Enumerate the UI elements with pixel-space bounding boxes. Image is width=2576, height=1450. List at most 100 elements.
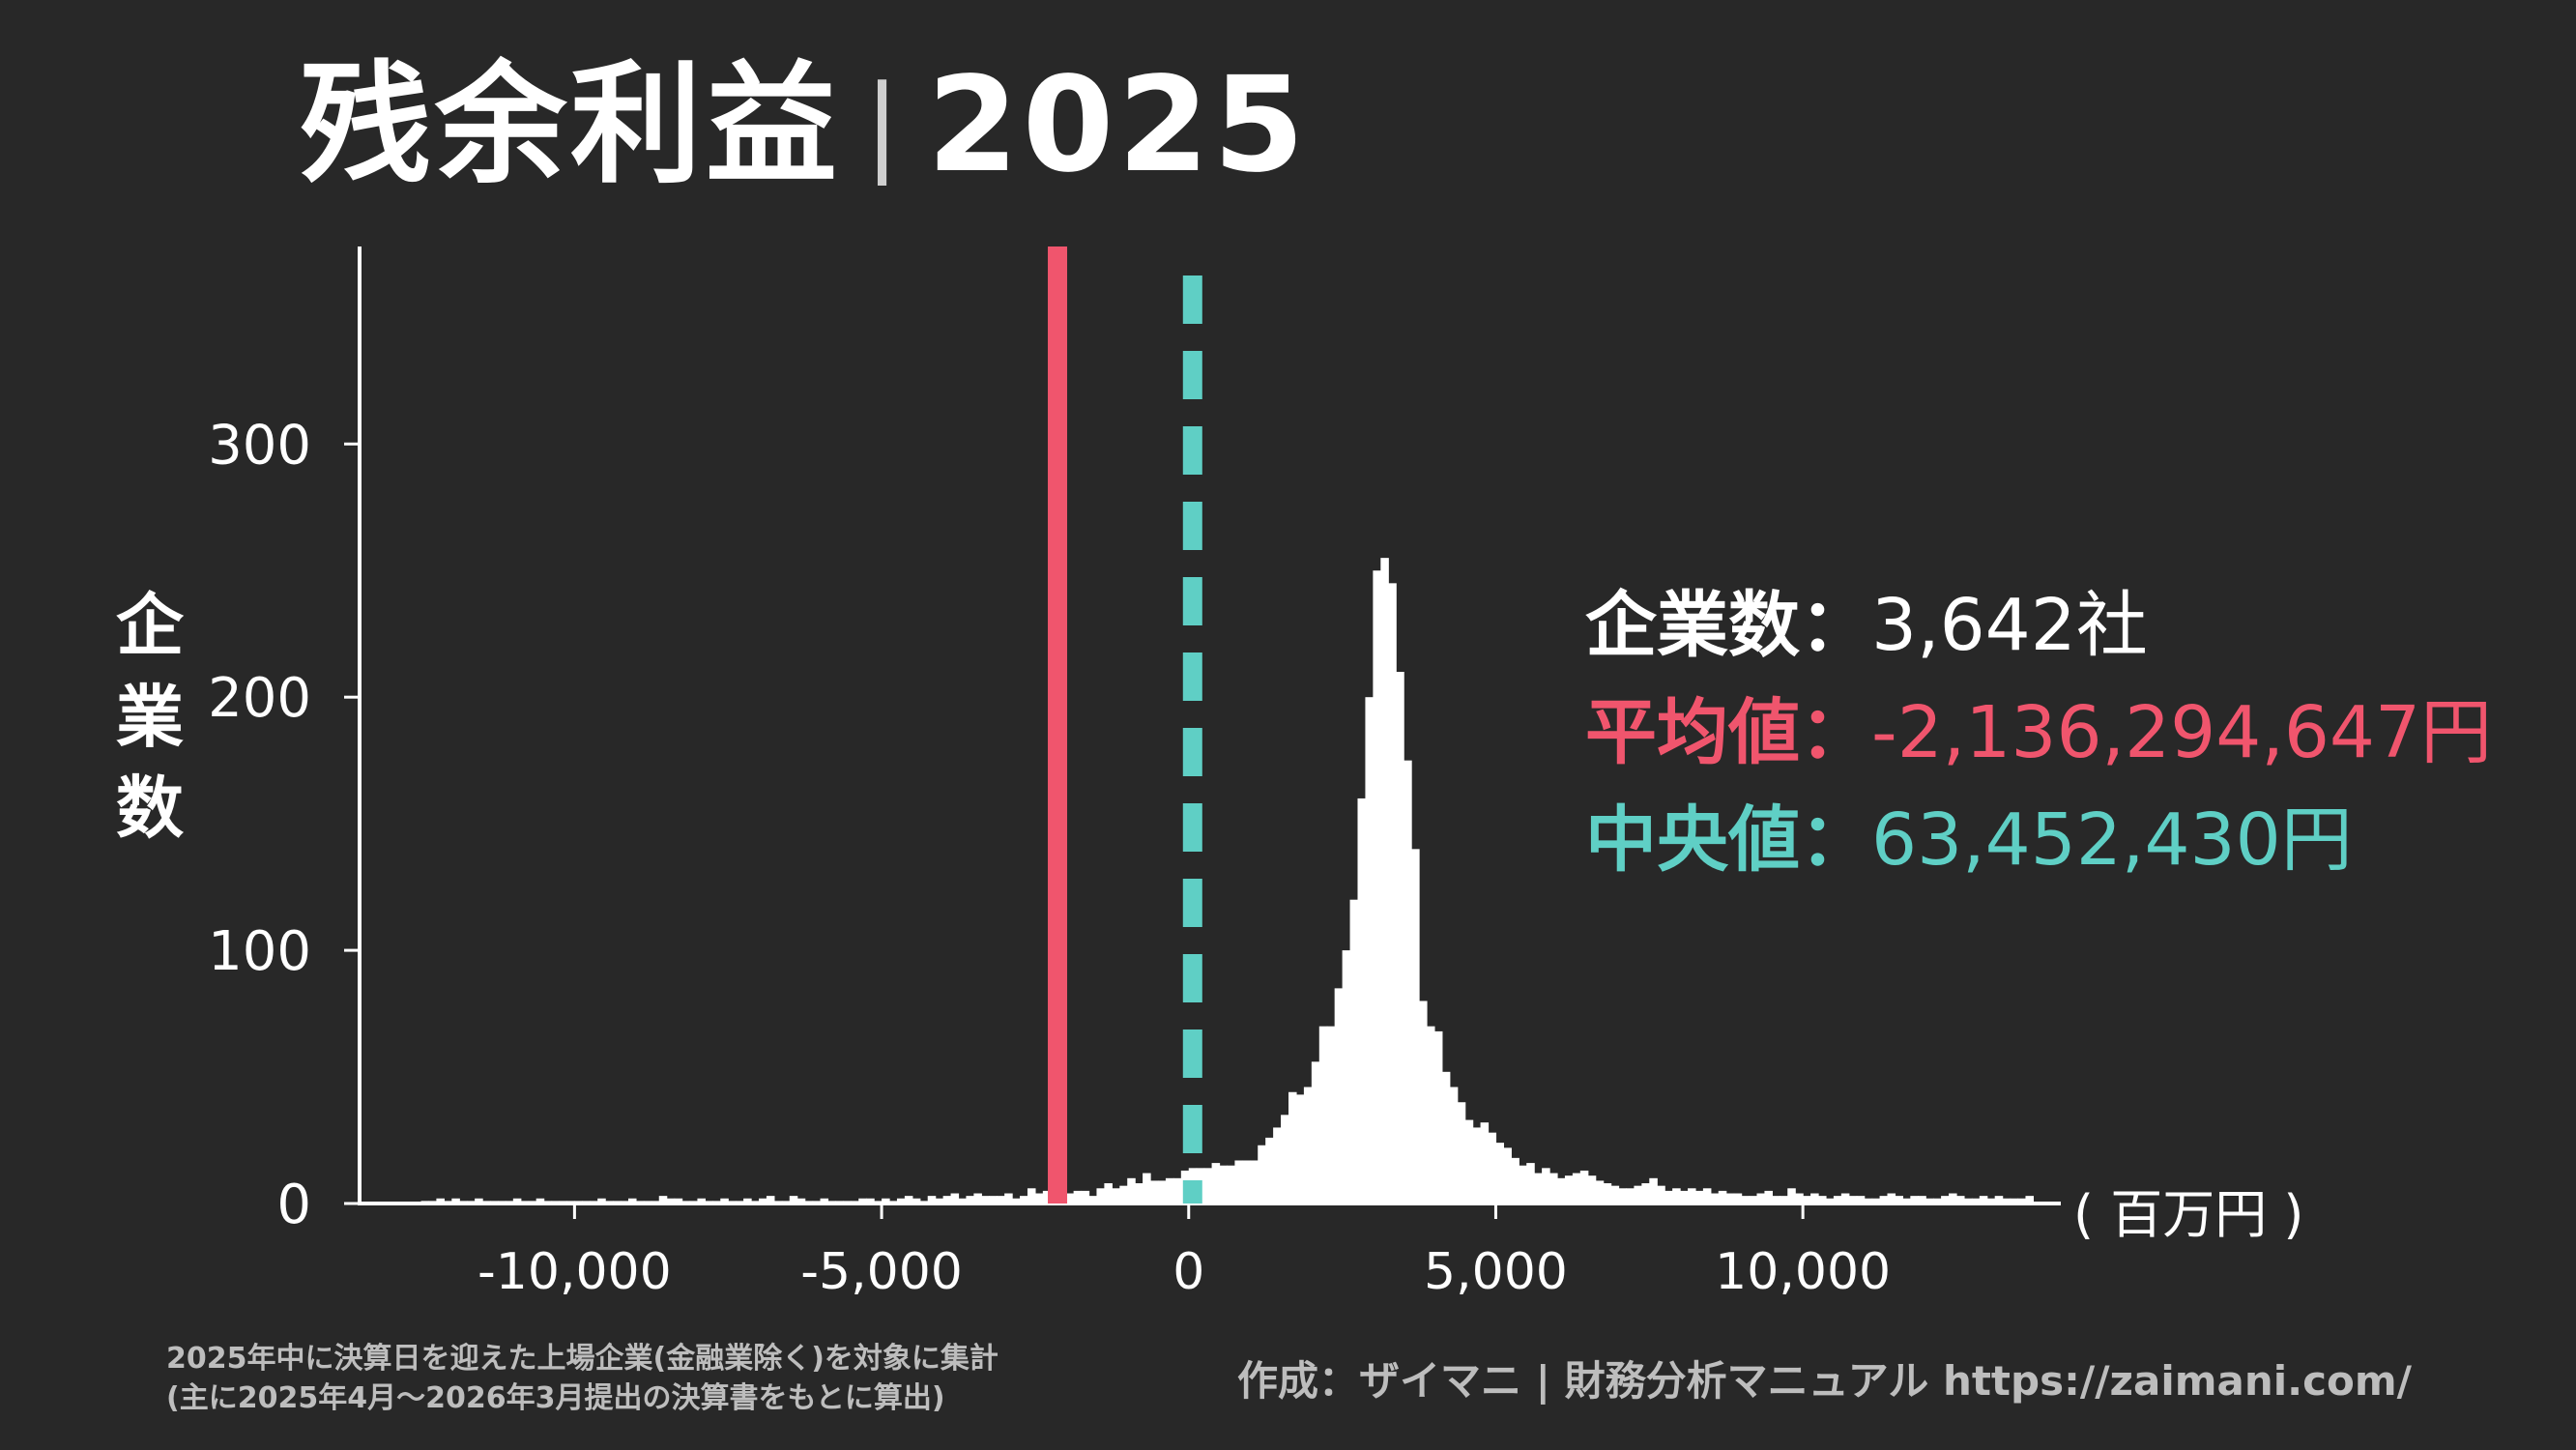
histogram-bar [1618, 1188, 1628, 1204]
histogram-bar [1480, 1122, 1490, 1204]
histogram-bar [1441, 1071, 1451, 1204]
histogram-bar [1718, 1190, 1727, 1204]
x-tick-label: 5,000 [1424, 1243, 1568, 1301]
histogram-bar [1994, 1196, 2004, 1204]
title-separator: | [864, 62, 905, 186]
histogram-bar [1526, 1163, 1535, 1204]
histogram-bar [1318, 1026, 1328, 1204]
histogram-bar [904, 1196, 913, 1204]
histogram-bar [1572, 1173, 1581, 1204]
y-tick-label: 0 [276, 1174, 311, 1236]
histogram-bar [1780, 1196, 1788, 1204]
histogram-bar [512, 1198, 522, 1204]
histogram-bar [1825, 1198, 1835, 1204]
histogram-bar [1549, 1173, 1558, 1204]
histogram-bar [1664, 1190, 1673, 1204]
histogram-bar [1949, 1193, 1957, 1204]
histogram-bar [1933, 1198, 1942, 1204]
stat-count-value: 3,642社 [1871, 584, 2148, 667]
histogram-bar [666, 1198, 676, 1204]
stat-median-label: 中央値： [1585, 798, 1871, 882]
x-tick-label: 10,000 [1715, 1243, 1891, 1301]
histogram-bar [720, 1198, 729, 1204]
histogram-bar [1772, 1196, 1780, 1204]
histogram-bar [1020, 1196, 1028, 1204]
histogram-bar [1349, 899, 1359, 1204]
histogram-bar [1404, 760, 1412, 1204]
histogram-bar [2025, 1196, 2035, 1204]
histogram-bar [1227, 1165, 1236, 1204]
histogram-bar [1143, 1173, 1151, 1204]
histogram-bar [1303, 1087, 1313, 1204]
histogram-bar [1542, 1168, 1550, 1204]
histogram-bar [1342, 950, 1351, 1204]
histogram-bar [1864, 1198, 1873, 1204]
histogram-bar [1127, 1177, 1136, 1204]
x-tick-label: -5,000 [800, 1243, 963, 1301]
histogram-bar [1488, 1132, 1497, 1204]
histogram-bar [1419, 1000, 1428, 1204]
histogram-bar [1941, 1196, 1950, 1204]
histogram-bar [1511, 1157, 1520, 1204]
histogram-bar [1495, 1143, 1504, 1204]
chart-title: 残余利益 | 2025 [300, 60, 1309, 191]
histogram-bar [1157, 1180, 1167, 1204]
histogram-bar [1464, 1119, 1474, 1204]
histogram-bar [1702, 1188, 1712, 1204]
stat-count-label: 企業数： [1585, 584, 1871, 667]
histogram-bar [1840, 1193, 1850, 1204]
histogram-bar [1326, 1026, 1336, 1204]
histogram-bar [1626, 1188, 1635, 1204]
histogram-bar [1388, 583, 1397, 1204]
stat-median: 中央値：63,452,430円 [1585, 787, 2492, 894]
histogram-bar [1034, 1193, 1044, 1204]
histogram-bar [1380, 558, 1389, 1204]
y-tick-label: 200 [208, 667, 311, 730]
histogram-bar [1963, 1198, 1973, 1204]
stat-count: 企業数：3,642社 [1585, 572, 2492, 680]
histogram-bar [1135, 1183, 1143, 1204]
histogram-bar [1688, 1188, 1696, 1204]
histogram-bar [743, 1198, 752, 1204]
histogram-bar [674, 1198, 683, 1204]
histogram-bar [789, 1196, 798, 1204]
histogram-bar [1012, 1198, 1021, 1204]
histogram-bar [1756, 1193, 1766, 1204]
histogram-bar [1918, 1196, 1926, 1204]
histogram-bar [1979, 1196, 1988, 1204]
histogram-bar [1887, 1193, 1896, 1204]
histogram-bar [436, 1198, 445, 1204]
histogram-bar [997, 1196, 1005, 1204]
stat-mean-label: 平均値： [1585, 691, 1871, 774]
histogram-bar [1203, 1168, 1213, 1204]
histogram-bar [912, 1198, 921, 1204]
histogram-bar [1787, 1188, 1796, 1204]
histogram-bar [1519, 1165, 1527, 1204]
histogram-bar [1112, 1188, 1120, 1204]
histogram-bar [1871, 1198, 1881, 1204]
histogram-bar [1856, 1196, 1866, 1204]
histogram-bar [1449, 1087, 1459, 1204]
histogram-bar [1150, 1180, 1159, 1204]
histogram-bar [1610, 1185, 1620, 1204]
histogram-bar [1764, 1190, 1773, 1204]
histogram-bar [1587, 1175, 1597, 1204]
histogram-bar [1334, 988, 1344, 1204]
title-year: 2025 [927, 49, 1309, 202]
histogram-bar [1641, 1183, 1650, 1204]
stat-median-value: 63,452,430円 [1871, 798, 2353, 882]
stat-mean: 平均値：-2,136,294,647円 [1585, 680, 2492, 787]
x-axis-unit-label: ( 百万円 ) [2073, 1184, 2304, 1245]
histogram-bar [1672, 1188, 1681, 1204]
histogram-bar [1795, 1193, 1804, 1204]
histogram-bar [1457, 1102, 1466, 1204]
histogram-bar [1579, 1170, 1589, 1204]
histogram-bar [1657, 1185, 1665, 1204]
x-tick-label: -10,000 [478, 1243, 672, 1301]
histogram-bar [697, 1198, 707, 1204]
histogram-bar [1902, 1198, 1911, 1204]
histogram-bar [1694, 1190, 1704, 1204]
histogram-bar [981, 1196, 990, 1204]
footnote-line-1: 2025年中に決算日を迎えた上場企業(金融業除く)を対象に集計 [166, 1342, 999, 1376]
